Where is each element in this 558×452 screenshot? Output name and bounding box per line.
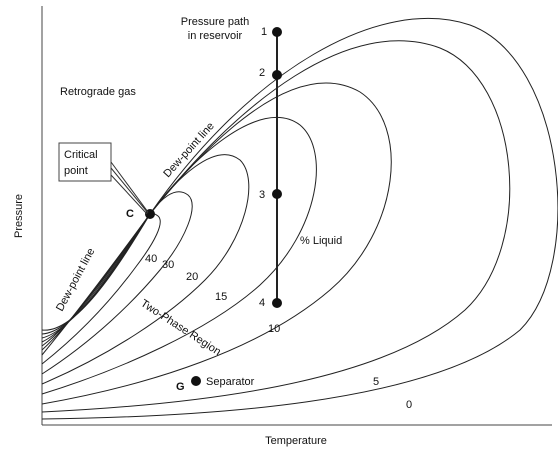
contour-label: 20 bbox=[186, 271, 198, 283]
annotation: Separator bbox=[206, 376, 255, 388]
point bbox=[272, 189, 282, 199]
annotation: point bbox=[64, 165, 88, 177]
annotation: Pressure path bbox=[181, 16, 249, 28]
point-label: 1 bbox=[261, 26, 267, 38]
separator-point bbox=[191, 376, 201, 386]
annotation: Dew-point line bbox=[54, 246, 97, 313]
contour-label: 30 bbox=[162, 259, 174, 271]
annotation: Critical bbox=[64, 149, 98, 161]
contour-15 bbox=[41, 117, 317, 395]
point-label: 3 bbox=[259, 189, 265, 201]
contour-label: 10 bbox=[268, 323, 280, 335]
x-axis-label: Temperature bbox=[265, 435, 327, 447]
annotation: Retrograde gas bbox=[60, 86, 136, 98]
contour-10 bbox=[41, 82, 392, 405]
contour-0 bbox=[41, 17, 558, 420]
annotation: Two-Phase Region bbox=[138, 297, 222, 358]
y-axis-label: Pressure bbox=[13, 194, 25, 238]
contour-30 bbox=[41, 191, 193, 375]
annotation: G bbox=[176, 381, 185, 393]
point bbox=[272, 298, 282, 308]
contour-label: 5 bbox=[373, 376, 379, 388]
point-label: 4 bbox=[259, 297, 265, 309]
contour-20 bbox=[41, 154, 250, 385]
point bbox=[272, 70, 282, 80]
point-label: 2 bbox=[259, 67, 265, 79]
contour-label: 15 bbox=[215, 291, 227, 303]
annotation: C bbox=[126, 208, 134, 220]
leader bbox=[110, 161, 149, 215]
contour-label: 0 bbox=[406, 399, 412, 411]
callout-box bbox=[58, 142, 112, 182]
contour-40 bbox=[41, 212, 161, 365]
point bbox=[272, 27, 282, 37]
annotation: % Liquid bbox=[300, 235, 342, 247]
annotation: in reservoir bbox=[188, 30, 243, 42]
contour-label: 40 bbox=[145, 253, 157, 265]
